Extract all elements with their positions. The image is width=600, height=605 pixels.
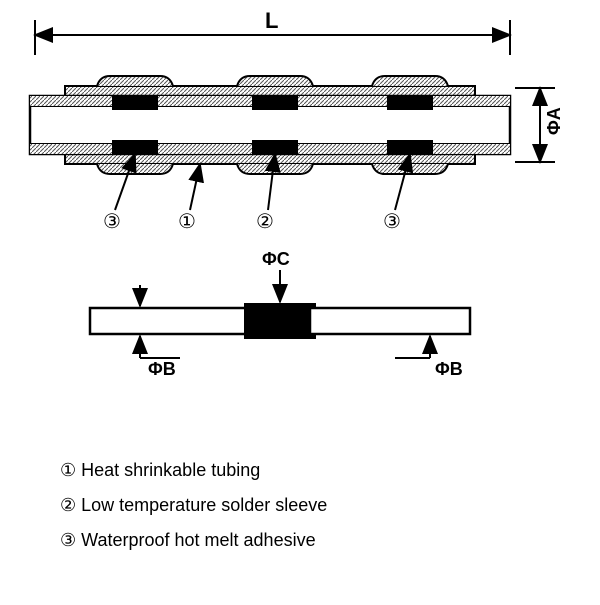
label-phiB-right: ΦB bbox=[435, 359, 463, 379]
legend-item-2: ② Low temperature solder sleeve bbox=[60, 495, 327, 516]
callout-2: ② bbox=[256, 211, 274, 233]
label-phiC: ΦC bbox=[262, 249, 290, 269]
legend-item-3: ③ Waterproof hot melt adhesive bbox=[60, 530, 327, 551]
bottom-splice bbox=[90, 304, 470, 338]
label-L: L bbox=[265, 8, 278, 33]
callout-3b: ③ bbox=[383, 211, 401, 233]
top-tube-assembly bbox=[30, 76, 510, 174]
callout-1: ① bbox=[178, 211, 196, 233]
label-phiB-left: ΦB bbox=[148, 359, 176, 379]
legend: ① Heat shrinkable tubing ② Low temperatu… bbox=[60, 460, 327, 565]
label-phiA: ΦA bbox=[544, 107, 564, 135]
dimension-phiB-right: ΦB bbox=[395, 336, 463, 379]
legend-item-1: ① Heat shrinkable tubing bbox=[60, 460, 327, 481]
dimension-phiA: ΦA bbox=[515, 88, 564, 162]
callout-3a: ③ bbox=[103, 211, 121, 233]
dimension-L: L bbox=[35, 8, 510, 55]
dimension-phiC: ΦC bbox=[262, 249, 290, 302]
